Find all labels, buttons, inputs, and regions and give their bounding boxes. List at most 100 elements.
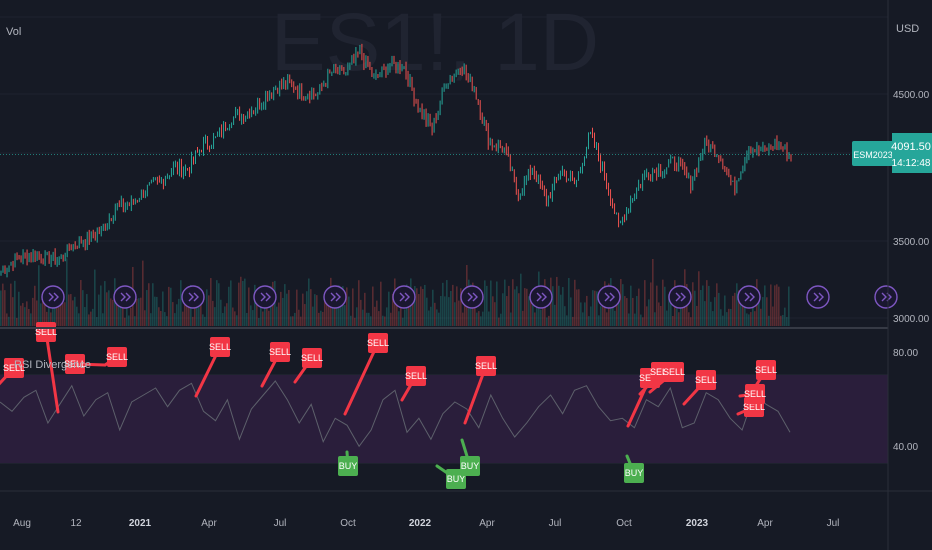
volume-bar (18, 291, 20, 326)
event-arrow-icon[interactable] (460, 285, 484, 309)
volume-bar (68, 294, 70, 326)
event-arrow-icon[interactable] (529, 285, 553, 309)
volume-bar (444, 296, 446, 326)
volume-bar (692, 282, 694, 326)
volume-bar (256, 293, 258, 326)
event-arrow-icon[interactable] (181, 285, 205, 309)
volume-bar (90, 311, 92, 326)
volume-bar (476, 312, 478, 326)
sell-signal[interactable]: SELL (260, 342, 291, 388)
volume-bar (396, 289, 398, 326)
volume-bar (748, 314, 750, 326)
sell-signal[interactable]: SELL (194, 337, 231, 398)
event-arrow (744, 292, 755, 302)
volume-bar (594, 290, 596, 326)
event-arrow-icon[interactable] (323, 285, 347, 309)
volume-bar (558, 285, 560, 326)
event-arrow (604, 292, 615, 302)
volume-bar (290, 316, 292, 326)
volume-bar (632, 297, 634, 326)
volume-bar (780, 315, 782, 326)
event-arrow-icon[interactable] (737, 285, 761, 309)
event-arrow (260, 292, 271, 302)
buy-signal[interactable]: BUY (624, 454, 644, 483)
volume-bar (356, 307, 358, 326)
event-arrow (120, 292, 131, 302)
volume-bar (116, 296, 118, 326)
volume-bar (628, 313, 630, 326)
volume-bar (524, 288, 526, 326)
volume-bar (176, 304, 178, 326)
volume-bar (496, 281, 498, 326)
volume-bar (690, 317, 692, 326)
event-arrow (330, 292, 341, 302)
volume-bar (642, 317, 644, 326)
volume-bar (646, 306, 648, 326)
time-scale[interactable]: Aug 12 2021 Apr Jul Oct 2022 Apr Jul Oct 2023 Apr Ju… (13, 518, 839, 529)
event-arrow-icon[interactable] (41, 285, 65, 309)
time-tick-label: Oct (616, 518, 632, 529)
indicator-label[interactable]: RSI Divergence (14, 359, 91, 371)
signal-box (745, 384, 765, 404)
event-arrow-icon[interactable] (597, 285, 621, 309)
volume-bar (230, 280, 232, 326)
signal-label: SELL (743, 402, 765, 412)
price-badge[interactable]: ESM2023 4091.50 14:12:48 (852, 133, 932, 173)
volume-bar (382, 315, 384, 326)
volume-bar (166, 316, 168, 326)
volume-bar (738, 290, 740, 326)
volume-bar (48, 297, 50, 326)
time-tick-label: Jul (549, 518, 562, 529)
event-arrow-icon[interactable] (253, 285, 277, 309)
sell-signal[interactable]: SELL (738, 384, 766, 404)
sell-signal[interactable]: SELL (293, 348, 323, 384)
price-tick-label: 40.00 (893, 442, 918, 453)
volume-bar (10, 283, 12, 326)
event-arrow-icon[interactable] (874, 285, 898, 309)
buy-signal[interactable]: BUY (460, 438, 480, 476)
signal-label: BUY (625, 468, 644, 478)
volume-bar (678, 312, 680, 326)
volume-bar (578, 289, 580, 326)
sell-signal[interactable]: SELL (103, 347, 128, 367)
sell-signal[interactable]: SELL (64, 354, 107, 374)
sell-signal[interactable]: SELL (648, 362, 685, 394)
sell-signal[interactable]: SELL (0, 358, 25, 398)
volume-bar (618, 297, 620, 326)
event-arrow-icon[interactable] (668, 285, 692, 309)
signal-box (406, 366, 426, 386)
event-arrow-icon[interactable] (113, 285, 137, 309)
sell-signal[interactable]: SELL (343, 333, 389, 416)
volume-bar (436, 309, 438, 326)
time-tick-label: 2021 (129, 518, 152, 529)
event-arrow-icon[interactable] (806, 285, 830, 309)
volume-bar (164, 312, 166, 326)
event-arrow-icon[interactable] (392, 285, 416, 309)
volume-bar (422, 288, 424, 326)
sell-signal[interactable]: SELL (463, 356, 497, 425)
time-tick-label: Jul (827, 518, 840, 529)
volume-bar (366, 312, 368, 326)
volume-bar (554, 304, 556, 326)
event-markers[interactable] (41, 285, 898, 309)
buy-signal[interactable]: BUY (338, 450, 358, 476)
sell-signal[interactable]: SELL (400, 366, 427, 402)
volume-bar (46, 311, 48, 326)
sell-signal[interactable]: SELL (682, 370, 717, 406)
volume-bar (152, 283, 154, 326)
volume-bar (708, 285, 710, 326)
volume-bar (98, 294, 100, 326)
volume-bar (730, 308, 732, 326)
time-tick-label: Apr (479, 518, 495, 529)
price-scale[interactable]: 4500.00 3500.00 3000.00 80.00 40.00 (893, 90, 930, 453)
volume-bar (298, 309, 300, 326)
signal-box (664, 362, 684, 382)
volume-bar (504, 279, 506, 326)
signal-box (338, 456, 358, 476)
volume-bar (710, 301, 712, 326)
event-arrow (813, 292, 824, 302)
volume-bar (328, 289, 330, 326)
